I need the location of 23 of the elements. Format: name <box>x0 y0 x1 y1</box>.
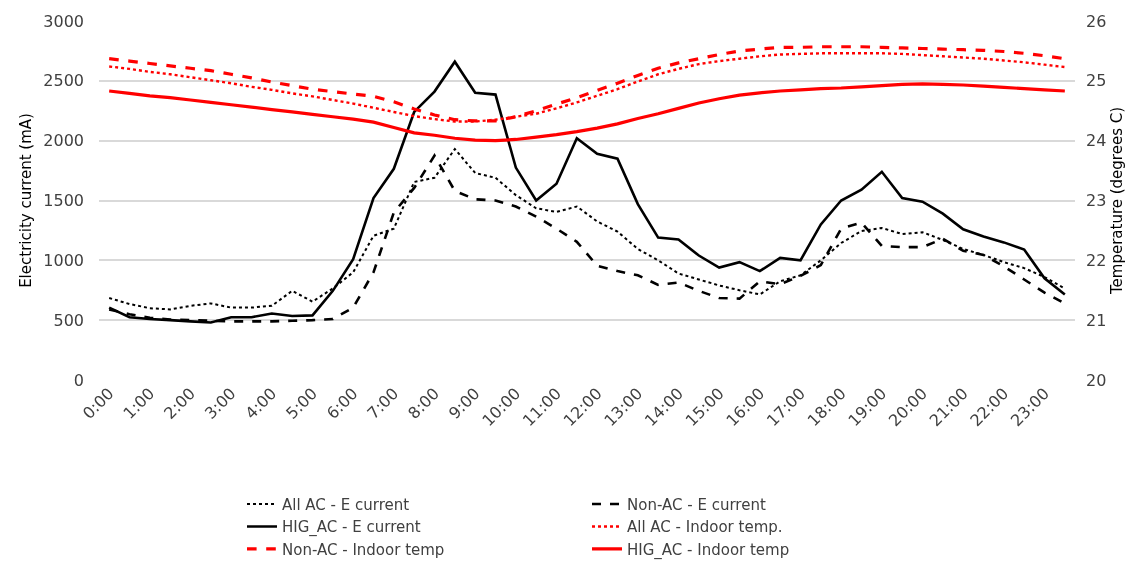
legend-label: HIG_AC - Indoor temp <box>627 540 790 560</box>
y-tick-label: 1000 <box>43 250 84 270</box>
legend-label: All AC - Indoor temp. <box>627 518 783 537</box>
legend-label: Non-AC - Indoor temp <box>282 540 445 559</box>
legend-label: Non-AC - E current <box>627 495 766 514</box>
legend-label: HIG_AC - E current <box>282 518 421 538</box>
y-tick-label: 2500 <box>43 71 84 91</box>
y2-tick-label: 23 <box>1086 191 1107 211</box>
legend-label: All AC - E current <box>282 495 410 514</box>
y-tick-label: 0 <box>73 370 84 390</box>
y-tick-label: 2000 <box>43 131 84 151</box>
y2-tick-label: 25 <box>1086 71 1107 91</box>
y-tick-label: 3000 <box>43 11 84 31</box>
y-tick-label: 1500 <box>43 191 84 211</box>
y2-axis-title: Temperature (degrees C) <box>1108 106 1127 296</box>
y2-tick-label: 22 <box>1086 250 1107 270</box>
y2-tick-label: 26 <box>1086 11 1107 31</box>
line-series <box>107 82 1067 143</box>
y2-tick-label: 20 <box>1086 370 1107 390</box>
y2-tick-label: 21 <box>1086 310 1107 330</box>
y-axis-title: Electricity current (mA) <box>16 113 35 288</box>
y2-tick-label: 24 <box>1086 131 1107 151</box>
y-tick-label: 500 <box>53 310 84 330</box>
